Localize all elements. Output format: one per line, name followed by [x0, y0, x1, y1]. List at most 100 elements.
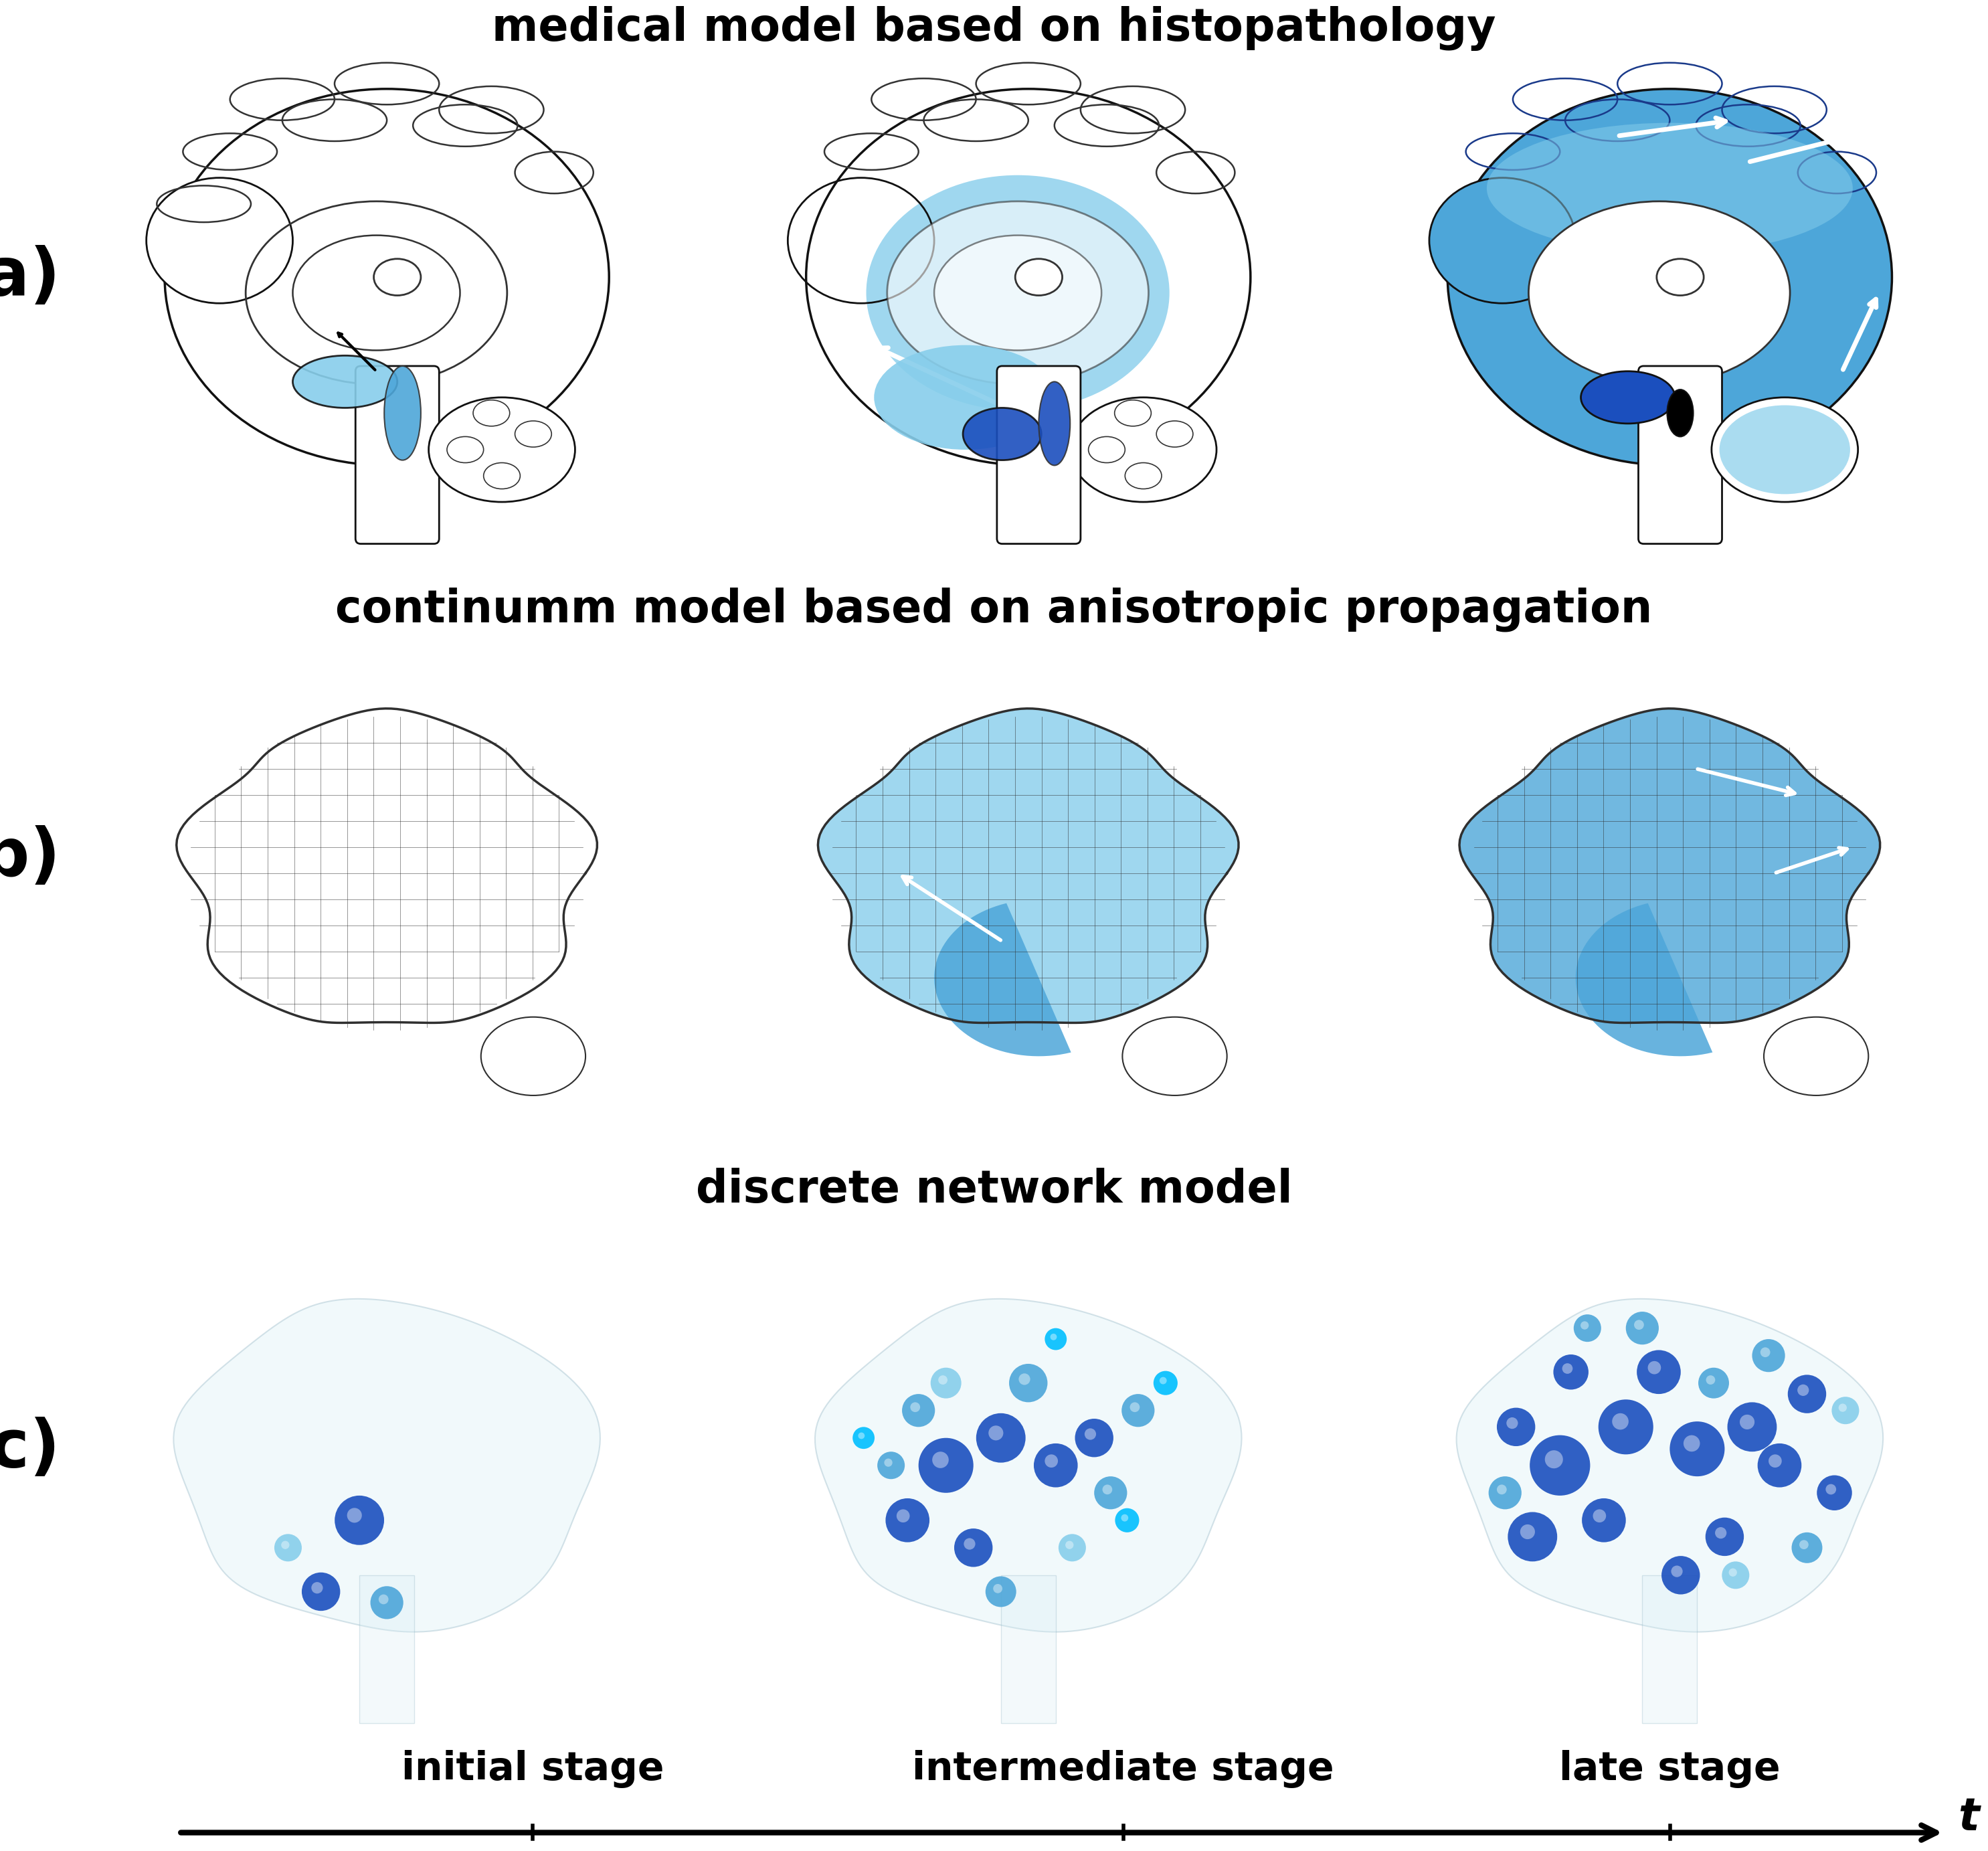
Polygon shape	[1457, 1299, 1883, 1633]
Text: continumm model based on anisotropic propagation: continumm model based on anisotropic pro…	[336, 587, 1652, 631]
Ellipse shape	[292, 355, 398, 407]
Text: medical model based on histopathology: medical model based on histopathology	[491, 6, 1497, 52]
Polygon shape	[817, 709, 1239, 1024]
Circle shape	[885, 1459, 893, 1466]
Text: intermediate stage: intermediate stage	[912, 1749, 1334, 1788]
Text: discrete network model: discrete network model	[696, 1168, 1292, 1212]
Ellipse shape	[429, 398, 575, 502]
Circle shape	[1825, 1485, 1837, 1494]
Circle shape	[1507, 1418, 1519, 1429]
Circle shape	[1598, 1399, 1654, 1455]
Ellipse shape	[1016, 259, 1062, 296]
Circle shape	[954, 1529, 992, 1568]
Circle shape	[1684, 1435, 1700, 1451]
Circle shape	[885, 1497, 930, 1542]
Ellipse shape	[384, 366, 421, 461]
Circle shape	[1115, 1509, 1139, 1533]
Text: initial stage: initial stage	[402, 1749, 664, 1788]
Circle shape	[853, 1427, 875, 1449]
Text: (b): (b)	[0, 826, 60, 890]
Circle shape	[877, 1451, 905, 1479]
Polygon shape	[934, 903, 1072, 1057]
Text: (c): (c)	[0, 1416, 60, 1481]
Ellipse shape	[1429, 178, 1576, 304]
Circle shape	[1497, 1485, 1507, 1494]
Circle shape	[1612, 1412, 1628, 1429]
Circle shape	[1716, 1527, 1726, 1538]
Circle shape	[1121, 1514, 1129, 1522]
Circle shape	[1751, 1338, 1785, 1372]
Circle shape	[334, 1496, 384, 1546]
Circle shape	[1722, 1562, 1749, 1588]
Circle shape	[1076, 1418, 1113, 1457]
Circle shape	[1730, 1568, 1738, 1577]
Circle shape	[1034, 1444, 1077, 1488]
Ellipse shape	[1123, 1016, 1227, 1096]
Ellipse shape	[887, 202, 1149, 385]
Text: late stage: late stage	[1559, 1749, 1781, 1788]
Circle shape	[1757, 1444, 1801, 1488]
Ellipse shape	[1712, 398, 1859, 502]
Circle shape	[348, 1509, 362, 1523]
Ellipse shape	[165, 89, 608, 465]
Circle shape	[1582, 1497, 1626, 1542]
Circle shape	[1018, 1373, 1030, 1385]
Ellipse shape	[481, 1016, 586, 1096]
Circle shape	[1545, 1451, 1563, 1468]
Circle shape	[1563, 1362, 1573, 1373]
Ellipse shape	[1529, 202, 1789, 385]
Circle shape	[1839, 1403, 1847, 1412]
Ellipse shape	[1040, 381, 1070, 465]
Circle shape	[918, 1438, 974, 1492]
Circle shape	[1497, 1409, 1535, 1446]
Circle shape	[1103, 1485, 1111, 1494]
Circle shape	[370, 1586, 404, 1620]
Ellipse shape	[1447, 89, 1893, 465]
Polygon shape	[1576, 903, 1712, 1057]
Ellipse shape	[147, 178, 292, 304]
Ellipse shape	[1720, 405, 1851, 494]
Circle shape	[1817, 1475, 1853, 1510]
Polygon shape	[815, 1299, 1242, 1633]
Circle shape	[1093, 1477, 1127, 1509]
Polygon shape	[177, 709, 596, 1024]
Circle shape	[859, 1433, 865, 1438]
Circle shape	[1121, 1394, 1155, 1427]
Circle shape	[1706, 1375, 1716, 1385]
Circle shape	[1046, 1329, 1068, 1349]
Circle shape	[312, 1583, 322, 1594]
Circle shape	[932, 1451, 948, 1468]
Ellipse shape	[1763, 1016, 1869, 1096]
Circle shape	[274, 1534, 302, 1562]
Circle shape	[1521, 1525, 1535, 1540]
Circle shape	[1529, 1435, 1590, 1496]
Circle shape	[911, 1403, 920, 1412]
Circle shape	[1010, 1364, 1048, 1403]
Ellipse shape	[875, 344, 1058, 450]
Polygon shape	[1000, 1575, 1056, 1723]
FancyBboxPatch shape	[1638, 366, 1722, 544]
Circle shape	[302, 1573, 340, 1610]
Circle shape	[1574, 1314, 1600, 1342]
Circle shape	[1648, 1360, 1660, 1373]
Polygon shape	[1642, 1575, 1698, 1723]
Circle shape	[988, 1425, 1004, 1440]
FancyBboxPatch shape	[356, 366, 439, 544]
Ellipse shape	[1070, 398, 1217, 502]
Circle shape	[1553, 1355, 1588, 1390]
Ellipse shape	[962, 407, 1042, 461]
Circle shape	[1159, 1377, 1167, 1385]
Circle shape	[1728, 1403, 1777, 1451]
Circle shape	[1799, 1540, 1809, 1549]
Circle shape	[1626, 1312, 1658, 1344]
Circle shape	[1797, 1385, 1809, 1396]
Ellipse shape	[934, 235, 1101, 350]
Circle shape	[1507, 1512, 1557, 1562]
Circle shape	[938, 1375, 948, 1385]
Ellipse shape	[1580, 372, 1676, 424]
Circle shape	[1580, 1322, 1588, 1329]
Ellipse shape	[1668, 389, 1694, 437]
Ellipse shape	[867, 176, 1169, 411]
Polygon shape	[1459, 709, 1881, 1024]
Circle shape	[1592, 1509, 1606, 1523]
